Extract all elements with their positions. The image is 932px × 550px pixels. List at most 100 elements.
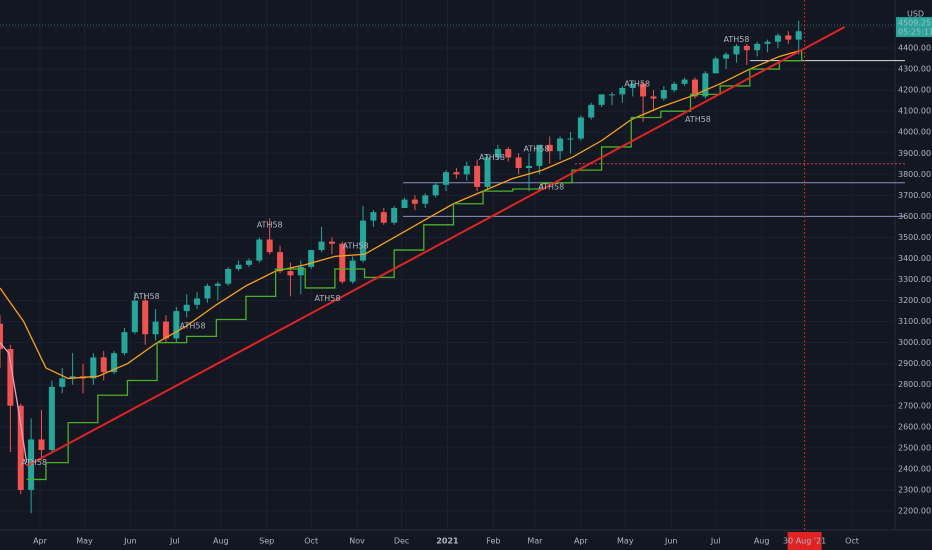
- y-tick-label: 4400.00: [898, 44, 931, 53]
- annotation: ATH58: [315, 294, 341, 303]
- candle-body: [702, 73, 709, 97]
- candle-body: [754, 43, 761, 51]
- candle-body: [536, 144, 543, 166]
- price-label: 4509.25: [898, 19, 931, 28]
- candle-body: [525, 165, 532, 168]
- candle-body: [121, 332, 128, 354]
- annotation: ATH58: [624, 79, 650, 88]
- candle-body: [204, 285, 211, 299]
- x-tick-label: May: [76, 537, 93, 546]
- candle-body: [328, 241, 335, 244]
- annotation: ATH58: [343, 241, 369, 250]
- candle-body: [339, 243, 346, 282]
- y-tick-label: 4200.00: [898, 86, 931, 95]
- candle-body: [318, 241, 325, 251]
- candle-body: [142, 300, 149, 335]
- crosshair-badge: [787, 532, 822, 550]
- candle-body: [733, 45, 740, 55]
- y-tick-label: 3700.00: [898, 191, 931, 200]
- y-tick-label: 2300.00: [898, 485, 931, 494]
- candle-body: [17, 405, 24, 490]
- x-tick-label: Aug: [754, 537, 770, 546]
- annotation: ATH58: [479, 153, 505, 162]
- x-tick-label: Dec: [394, 537, 409, 546]
- candle-body: [577, 117, 584, 139]
- x-tick-label: Aug: [213, 537, 229, 546]
- x-tick-label: 2021: [436, 537, 459, 546]
- x-tick-label: Apr: [33, 537, 48, 546]
- candle-body: [671, 83, 678, 91]
- y-tick-label: 3400.00: [898, 254, 931, 263]
- annotation: ATH58: [523, 145, 549, 154]
- candle-body: [90, 357, 97, 379]
- candle-body: [640, 83, 647, 97]
- candle-body: [152, 321, 159, 335]
- candle-body: [411, 199, 418, 204]
- candle-body: [277, 252, 284, 272]
- y-tick-label: 4100.00: [898, 107, 931, 116]
- y-tick-label: 2500.00: [898, 443, 931, 452]
- candle-body: [723, 54, 730, 59]
- y-tick-label: 4000.00: [898, 128, 931, 137]
- candle-body: [48, 386, 55, 450]
- candle-body: [712, 58, 719, 74]
- candle-body: [225, 269, 232, 284]
- trendline: [26, 26, 846, 467]
- y-tick-label: 2900.00: [898, 359, 931, 368]
- candle-body: [567, 138, 574, 140]
- candle-body: [0, 323, 3, 349]
- candle-body: [785, 35, 792, 40]
- candle-body: [401, 199, 408, 208]
- candle-body: [100, 357, 107, 373]
- x-tick-label: Jun: [664, 537, 678, 546]
- indicator-line: [0, 342, 28, 463]
- x-tick-label: Oct: [304, 537, 318, 546]
- candle-body: [235, 264, 242, 269]
- candle-body: [546, 144, 553, 152]
- y-tick-label: 3300.00: [898, 275, 931, 284]
- candle-body: [629, 83, 636, 89]
- candle-body: [59, 378, 66, 387]
- y-tick-label: 4300.00: [898, 65, 931, 74]
- candle-body: [608, 94, 615, 96]
- candle-body: [691, 79, 698, 97]
- y-tick-label: 3500.00: [898, 233, 931, 242]
- candle-body: [598, 94, 605, 105]
- annotation: ATH58: [538, 182, 564, 191]
- candle-body: [131, 300, 138, 333]
- y-tick-label: 3100.00: [898, 317, 931, 326]
- candle-body: [453, 172, 460, 175]
- candle-body: [266, 239, 273, 253]
- candle-body: [183, 304, 190, 312]
- candle-body: [474, 165, 481, 187]
- candle-body: [111, 353, 118, 373]
- x-tick-label: Nov: [349, 537, 365, 546]
- x-tick-label: May: [617, 537, 634, 546]
- candle-body: [505, 149, 512, 158]
- candle-body: [360, 220, 367, 261]
- x-tick-label: Jul: [169, 537, 180, 546]
- annotation: ATH58: [257, 220, 283, 229]
- candle-body: [443, 172, 450, 185]
- candle-body: [370, 212, 377, 221]
- indicator-line: [26, 50, 803, 481]
- candle-body: [557, 138, 564, 152]
- candle-body: [795, 31, 802, 40]
- y-tick-label: 3900.00: [898, 149, 931, 158]
- candle-body: [308, 250, 315, 267]
- y-tick-label: 3000.00: [898, 338, 931, 347]
- x-tick-label: Apr: [574, 537, 589, 546]
- crosshair-label: 30 Aug '21: [783, 537, 826, 546]
- x-tick-label: Feb: [486, 537, 500, 546]
- y-tick-label: 2400.00: [898, 464, 931, 473]
- candle-body: [764, 41, 771, 44]
- annotation: ATH58: [134, 292, 160, 301]
- candle-body: [391, 207, 398, 223]
- candle-body: [7, 348, 14, 406]
- annotation: ATH58: [723, 35, 749, 44]
- x-tick-label: Sep: [259, 537, 274, 546]
- candle-body: [515, 157, 522, 168]
- candle-body: [660, 90, 667, 99]
- candle-body: [463, 165, 470, 175]
